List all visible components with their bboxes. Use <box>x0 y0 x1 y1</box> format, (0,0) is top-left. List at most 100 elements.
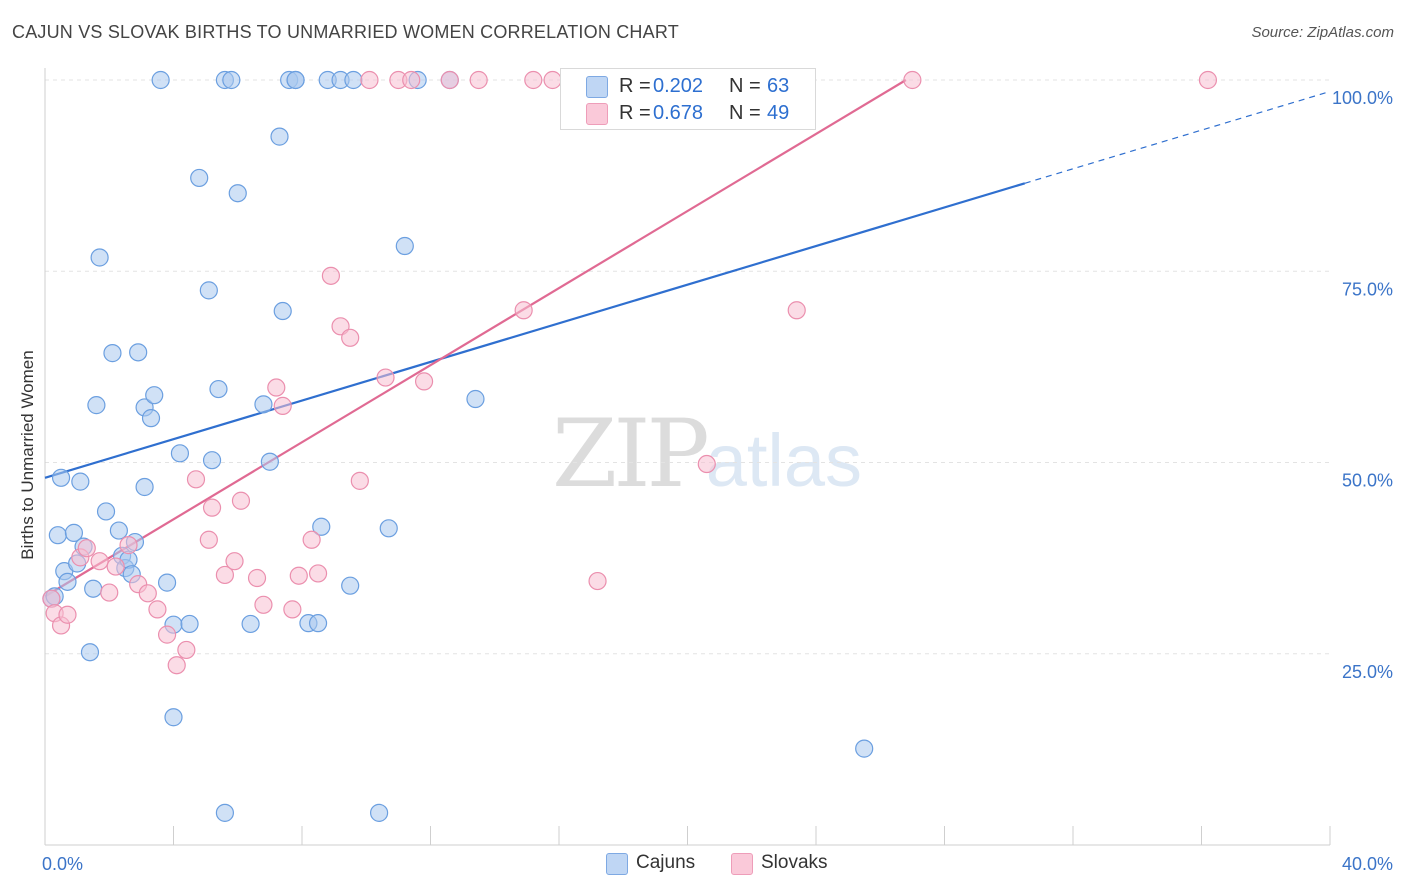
legend-swatch-slovaks <box>586 103 608 125</box>
cajun-point <box>190 168 209 188</box>
slovak-point <box>350 471 369 490</box>
cajun-point <box>103 344 122 363</box>
cajun-point <box>87 396 106 415</box>
axes <box>44 68 1331 846</box>
cajun-point <box>344 70 363 90</box>
slovak-point <box>302 530 321 549</box>
y-tick-label: 25.0% <box>1342 662 1393 682</box>
cajun-point <box>71 472 90 491</box>
y-axis-label: Births to Unmarried Women <box>18 350 37 560</box>
slovak-point <box>787 301 806 320</box>
cajun-point <box>129 343 148 362</box>
slovak-point <box>202 498 222 517</box>
cajun-point <box>135 477 154 497</box>
slovak-point <box>138 584 157 603</box>
cajun-point <box>241 614 260 634</box>
cajun-point <box>254 395 273 414</box>
legend-swatch-cajuns <box>586 76 608 98</box>
slovak-point <box>588 571 607 591</box>
cajun-point <box>80 643 100 662</box>
slovak-point <box>414 372 434 391</box>
legend-n-value-slovaks: 49 <box>767 101 790 124</box>
correlation-legend: R = 0.202 N = 63 R = 0.678 N = 49 <box>560 68 816 130</box>
cajun-point <box>379 519 398 538</box>
cajun-point <box>308 614 328 633</box>
slovak-point <box>514 301 533 320</box>
slovak-point <box>177 640 196 660</box>
slovak-point <box>106 557 125 576</box>
x-tick-label: 0.0% <box>42 854 83 874</box>
slovak-point <box>100 583 119 602</box>
bottom-swatch-cajuns <box>606 853 628 875</box>
slovak-point <box>247 568 267 588</box>
x-tick-label: 40.0% <box>1342 854 1393 874</box>
cajun-point <box>51 468 71 487</box>
slovak-point <box>903 70 922 90</box>
cajun-point <box>222 70 241 90</box>
cajun-point <box>270 127 289 146</box>
slovak-point <box>254 595 273 614</box>
cajun-point <box>199 281 218 300</box>
slovak-point <box>697 454 716 474</box>
cajun-point <box>164 708 183 727</box>
legend-r-value-cajuns: 0.202 <box>653 74 704 97</box>
legend-r-value-slovaks: 0.678 <box>653 101 704 124</box>
cajun-trend-extension <box>1024 90 1331 184</box>
cajun-point <box>286 70 305 90</box>
cajun-point <box>141 409 161 428</box>
slovak-point <box>273 396 292 415</box>
slovak-point <box>308 564 328 583</box>
watermark-zip: ZIP <box>552 400 710 509</box>
watermark: ZIPatlas <box>552 400 862 509</box>
slovak-point <box>469 70 488 90</box>
cajun-point <box>855 739 874 758</box>
slovak-point <box>215 565 234 585</box>
slovak-point <box>402 70 421 90</box>
slovak-point <box>1198 70 1218 90</box>
bottom-legend-label-slovaks: Slovaks <box>761 852 828 873</box>
slovak-point <box>119 536 138 555</box>
legend-n-label: N = <box>729 74 761 97</box>
slovak-point <box>167 656 186 675</box>
cajun-point <box>157 573 177 592</box>
cajun-point <box>228 184 247 203</box>
cajun-point <box>260 452 279 471</box>
slovak-point <box>58 605 77 624</box>
slovak-point <box>148 600 167 619</box>
legend-r-label: R = <box>619 101 651 124</box>
slovak-point <box>231 491 251 510</box>
cajun-point <box>84 579 103 598</box>
cajun-point <box>151 70 170 90</box>
cajun-point <box>202 451 222 470</box>
cajun-point <box>215 803 234 822</box>
watermark-atlas: atlas <box>705 419 863 502</box>
legend-n-value-cajuns: 63 <box>767 74 790 97</box>
data-points <box>42 70 1218 822</box>
slovak-point <box>543 70 562 90</box>
chart-title: CAJUN VS SLOVAK BIRTHS TO UNMARRIED WOME… <box>12 22 679 42</box>
y-tick-label: 100.0% <box>1332 88 1393 108</box>
slovak-point <box>341 328 360 347</box>
slovak-point <box>267 378 286 397</box>
slovak-point <box>225 552 244 571</box>
slovak-trend-line <box>44 79 907 598</box>
cajun-point <box>273 301 292 321</box>
legend-n-label: N = <box>729 101 761 124</box>
slovak-point <box>199 530 218 549</box>
legend-r-label: R = <box>619 74 651 97</box>
cajun-point <box>370 803 389 822</box>
slovak-point <box>186 470 206 489</box>
slovak-point <box>376 368 395 387</box>
cajun-point <box>48 526 67 545</box>
cajun-point <box>90 248 109 267</box>
slovak-point <box>524 70 543 90</box>
slovak-point <box>289 566 308 585</box>
cajun-point <box>58 572 77 591</box>
cajun-point <box>209 379 228 399</box>
slovak-point <box>90 552 109 571</box>
cajun-point <box>170 444 190 463</box>
cajun-point <box>312 517 331 536</box>
slovak-point <box>157 625 177 644</box>
cajun-trend-line <box>44 182 1026 479</box>
